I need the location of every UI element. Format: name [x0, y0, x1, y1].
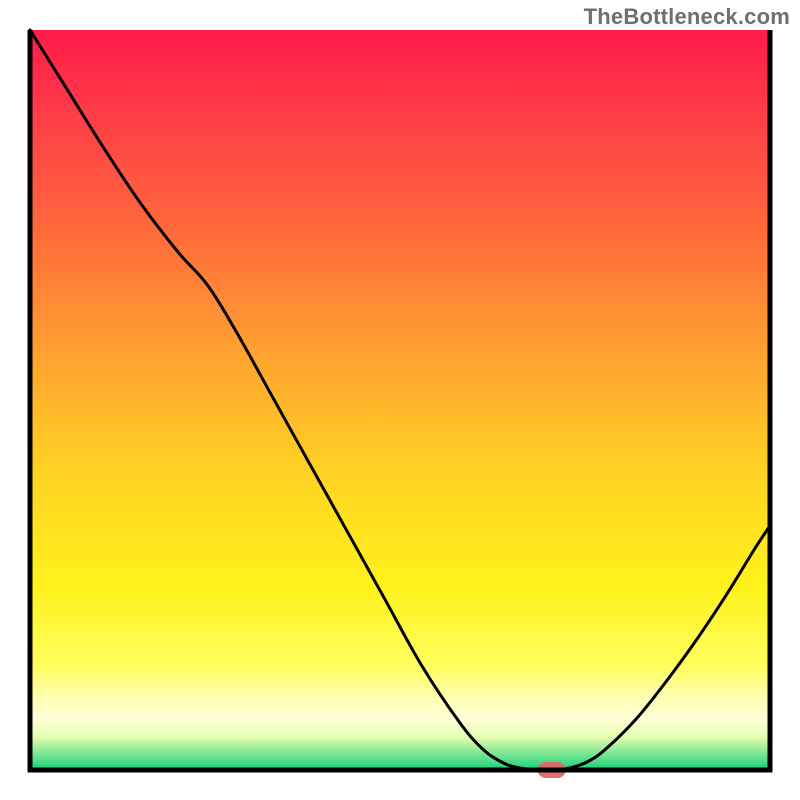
chart-container: TheBottleneck.com: [0, 0, 800, 800]
watermark-text: TheBottleneck.com: [584, 4, 790, 30]
chart-background: [30, 30, 770, 770]
bottleneck-chart: [0, 0, 800, 800]
